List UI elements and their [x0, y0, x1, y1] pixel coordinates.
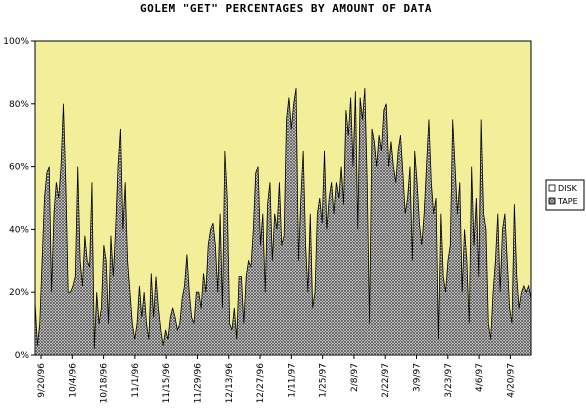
x-tick-label: 3/9/97 — [413, 363, 423, 392]
x-tick-label: 1/25/97 — [319, 363, 329, 398]
legend-swatch-disk — [548, 184, 556, 192]
x-tick-label: 9/20/96 — [37, 363, 47, 398]
legend-label-tape: TAPE — [557, 197, 578, 206]
x-tick-label: 1/11/97 — [287, 363, 297, 398]
y-tick-label: 0% — [15, 351, 30, 361]
x-tick-label: 12/13/96 — [225, 363, 235, 404]
x-tick-label: 10/4/96 — [68, 363, 78, 398]
y-tick-label: 80% — [9, 100, 29, 110]
x-tick-label: 4/20/97 — [506, 363, 516, 398]
chart-title: GOLEM "GET" PERCENTAGES BY AMOUNT OF DAT… — [140, 2, 432, 15]
x-tick-label: 12/27/96 — [256, 363, 266, 404]
x-tick-label: 11/1/96 — [131, 363, 141, 398]
legend-label-disk: DISK — [558, 184, 578, 193]
legend-swatch-tape — [548, 197, 556, 205]
y-tick-label: 60% — [9, 163, 29, 173]
x-tick-label: 11/15/96 — [162, 363, 172, 404]
y-tick-label: 100% — [3, 37, 29, 47]
y-tick-label: 20% — [9, 288, 29, 298]
x-tick-label: 11/29/96 — [193, 363, 203, 404]
series-tape-area — [34, 88, 532, 356]
y-tick-label: 40% — [9, 225, 29, 235]
x-tick-label: 3/23/97 — [444, 363, 454, 398]
x-tick-label: 4/6/97 — [475, 363, 485, 392]
x-tick-label: 2/22/97 — [381, 363, 391, 398]
legend: DISK TAPE — [545, 179, 585, 211]
x-tick-label: 2/8/97 — [350, 363, 360, 392]
x-tick-label: 10/18/96 — [100, 363, 110, 404]
